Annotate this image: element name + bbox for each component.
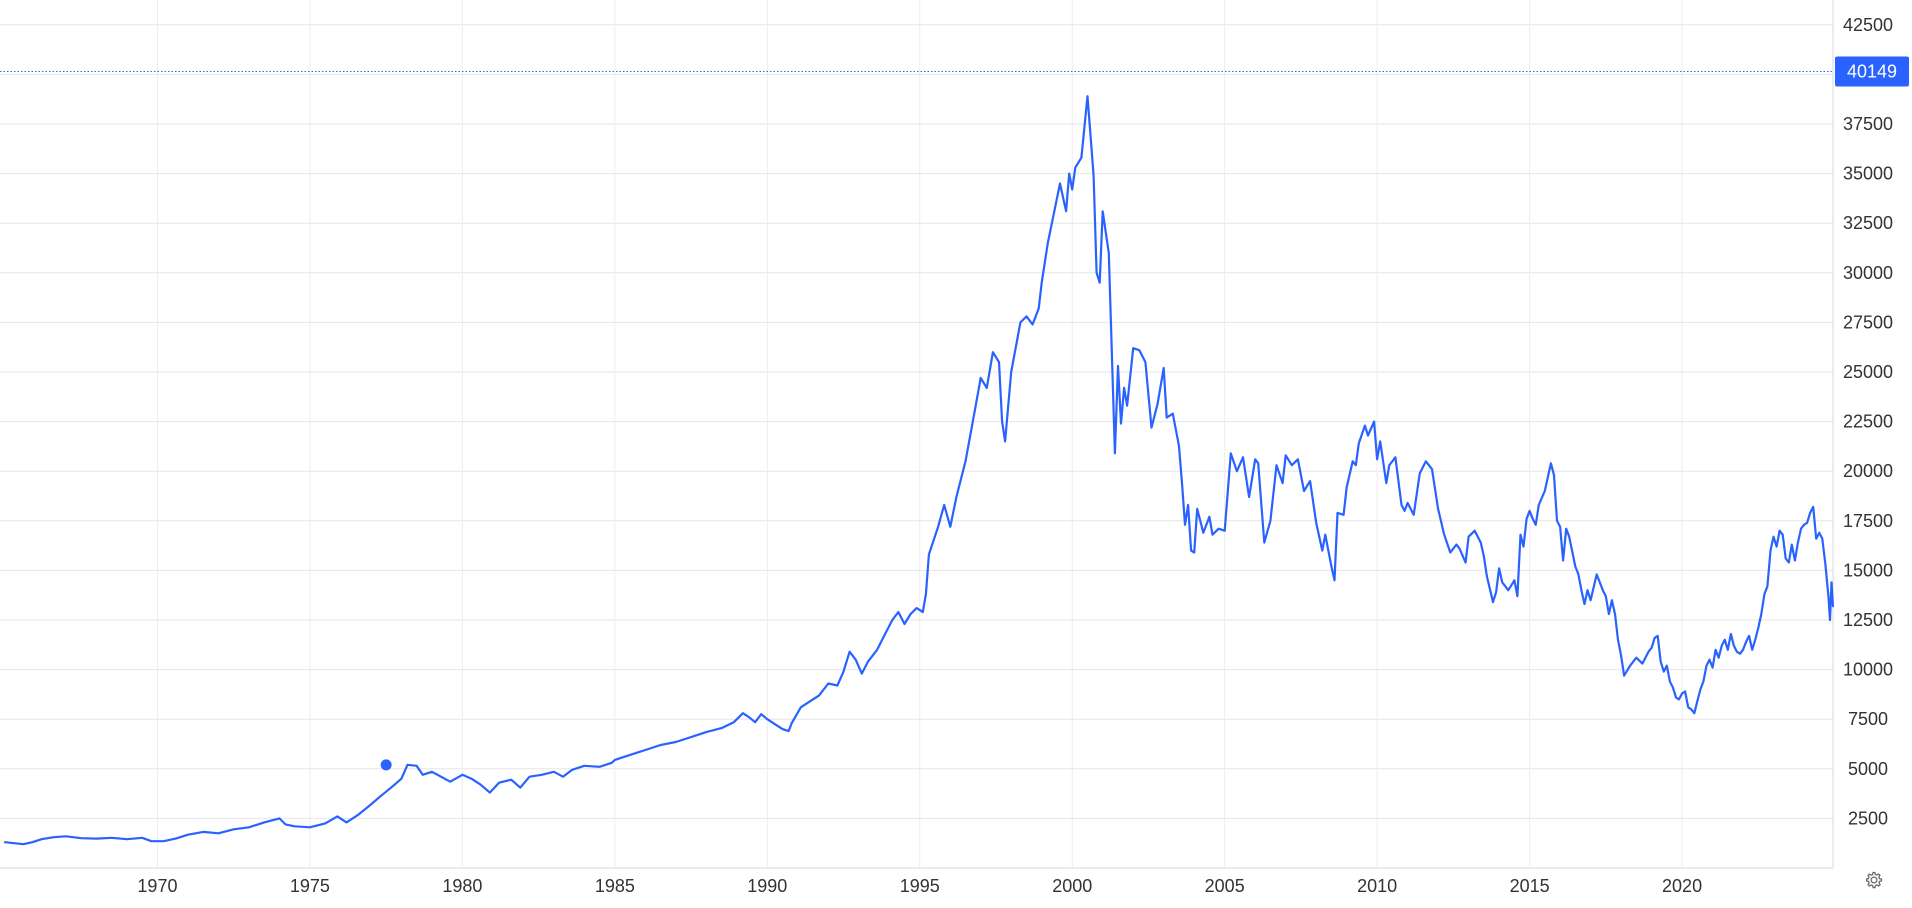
gear-icon bbox=[1865, 871, 1883, 889]
y-tick-label: 37500 bbox=[1843, 114, 1893, 134]
y-tick-label: 30000 bbox=[1843, 263, 1893, 283]
y-tick-label: 22500 bbox=[1843, 412, 1893, 432]
settings-button[interactable] bbox=[1860, 866, 1888, 894]
last-value-label: 40149 bbox=[1847, 61, 1897, 81]
x-tick-label: 2020 bbox=[1662, 876, 1702, 896]
hover-marker bbox=[380, 759, 392, 771]
series-line bbox=[3, 95, 1835, 846]
y-tick-label: 32500 bbox=[1843, 213, 1893, 233]
x-tick-label: 1995 bbox=[900, 876, 940, 896]
y-tick-label: 27500 bbox=[1843, 312, 1893, 332]
x-tick-label: 1970 bbox=[137, 876, 177, 896]
y-tick-label: 15000 bbox=[1843, 560, 1893, 580]
y-tick-label: 12500 bbox=[1843, 610, 1893, 630]
axes bbox=[0, 0, 1834, 869]
y-tick-label: 17500 bbox=[1843, 511, 1893, 531]
x-tick-label: 2000 bbox=[1052, 876, 1092, 896]
x-tick-label: 1975 bbox=[290, 876, 330, 896]
x-tick-label: 1985 bbox=[595, 876, 635, 896]
y-tick-label: 20000 bbox=[1843, 461, 1893, 481]
x-tick-label: 2010 bbox=[1357, 876, 1397, 896]
x-tick-label: 2015 bbox=[1510, 876, 1550, 896]
series bbox=[0, 70, 1835, 846]
x-tick-label: 2005 bbox=[1205, 876, 1245, 896]
y-tick-label: 35000 bbox=[1843, 164, 1893, 184]
y-tick-label: 7500 bbox=[1848, 709, 1888, 729]
y-tick-label: 25000 bbox=[1843, 362, 1893, 382]
last-value-badge bbox=[1835, 56, 1909, 87]
labels: 2500 5000 7500 10000 12500 15000 17500 20000 225… bbox=[137, 15, 1909, 896]
x-tick-label: 1990 bbox=[747, 876, 787, 896]
x-tick-label: 1980 bbox=[442, 876, 482, 896]
y-tick-label: 10000 bbox=[1843, 660, 1893, 680]
y-tick-label: 5000 bbox=[1848, 759, 1888, 779]
y-tick-label: 2500 bbox=[1848, 808, 1888, 828]
y-tick-label: 42500 bbox=[1843, 15, 1893, 35]
gridlines bbox=[0, 0, 1833, 868]
